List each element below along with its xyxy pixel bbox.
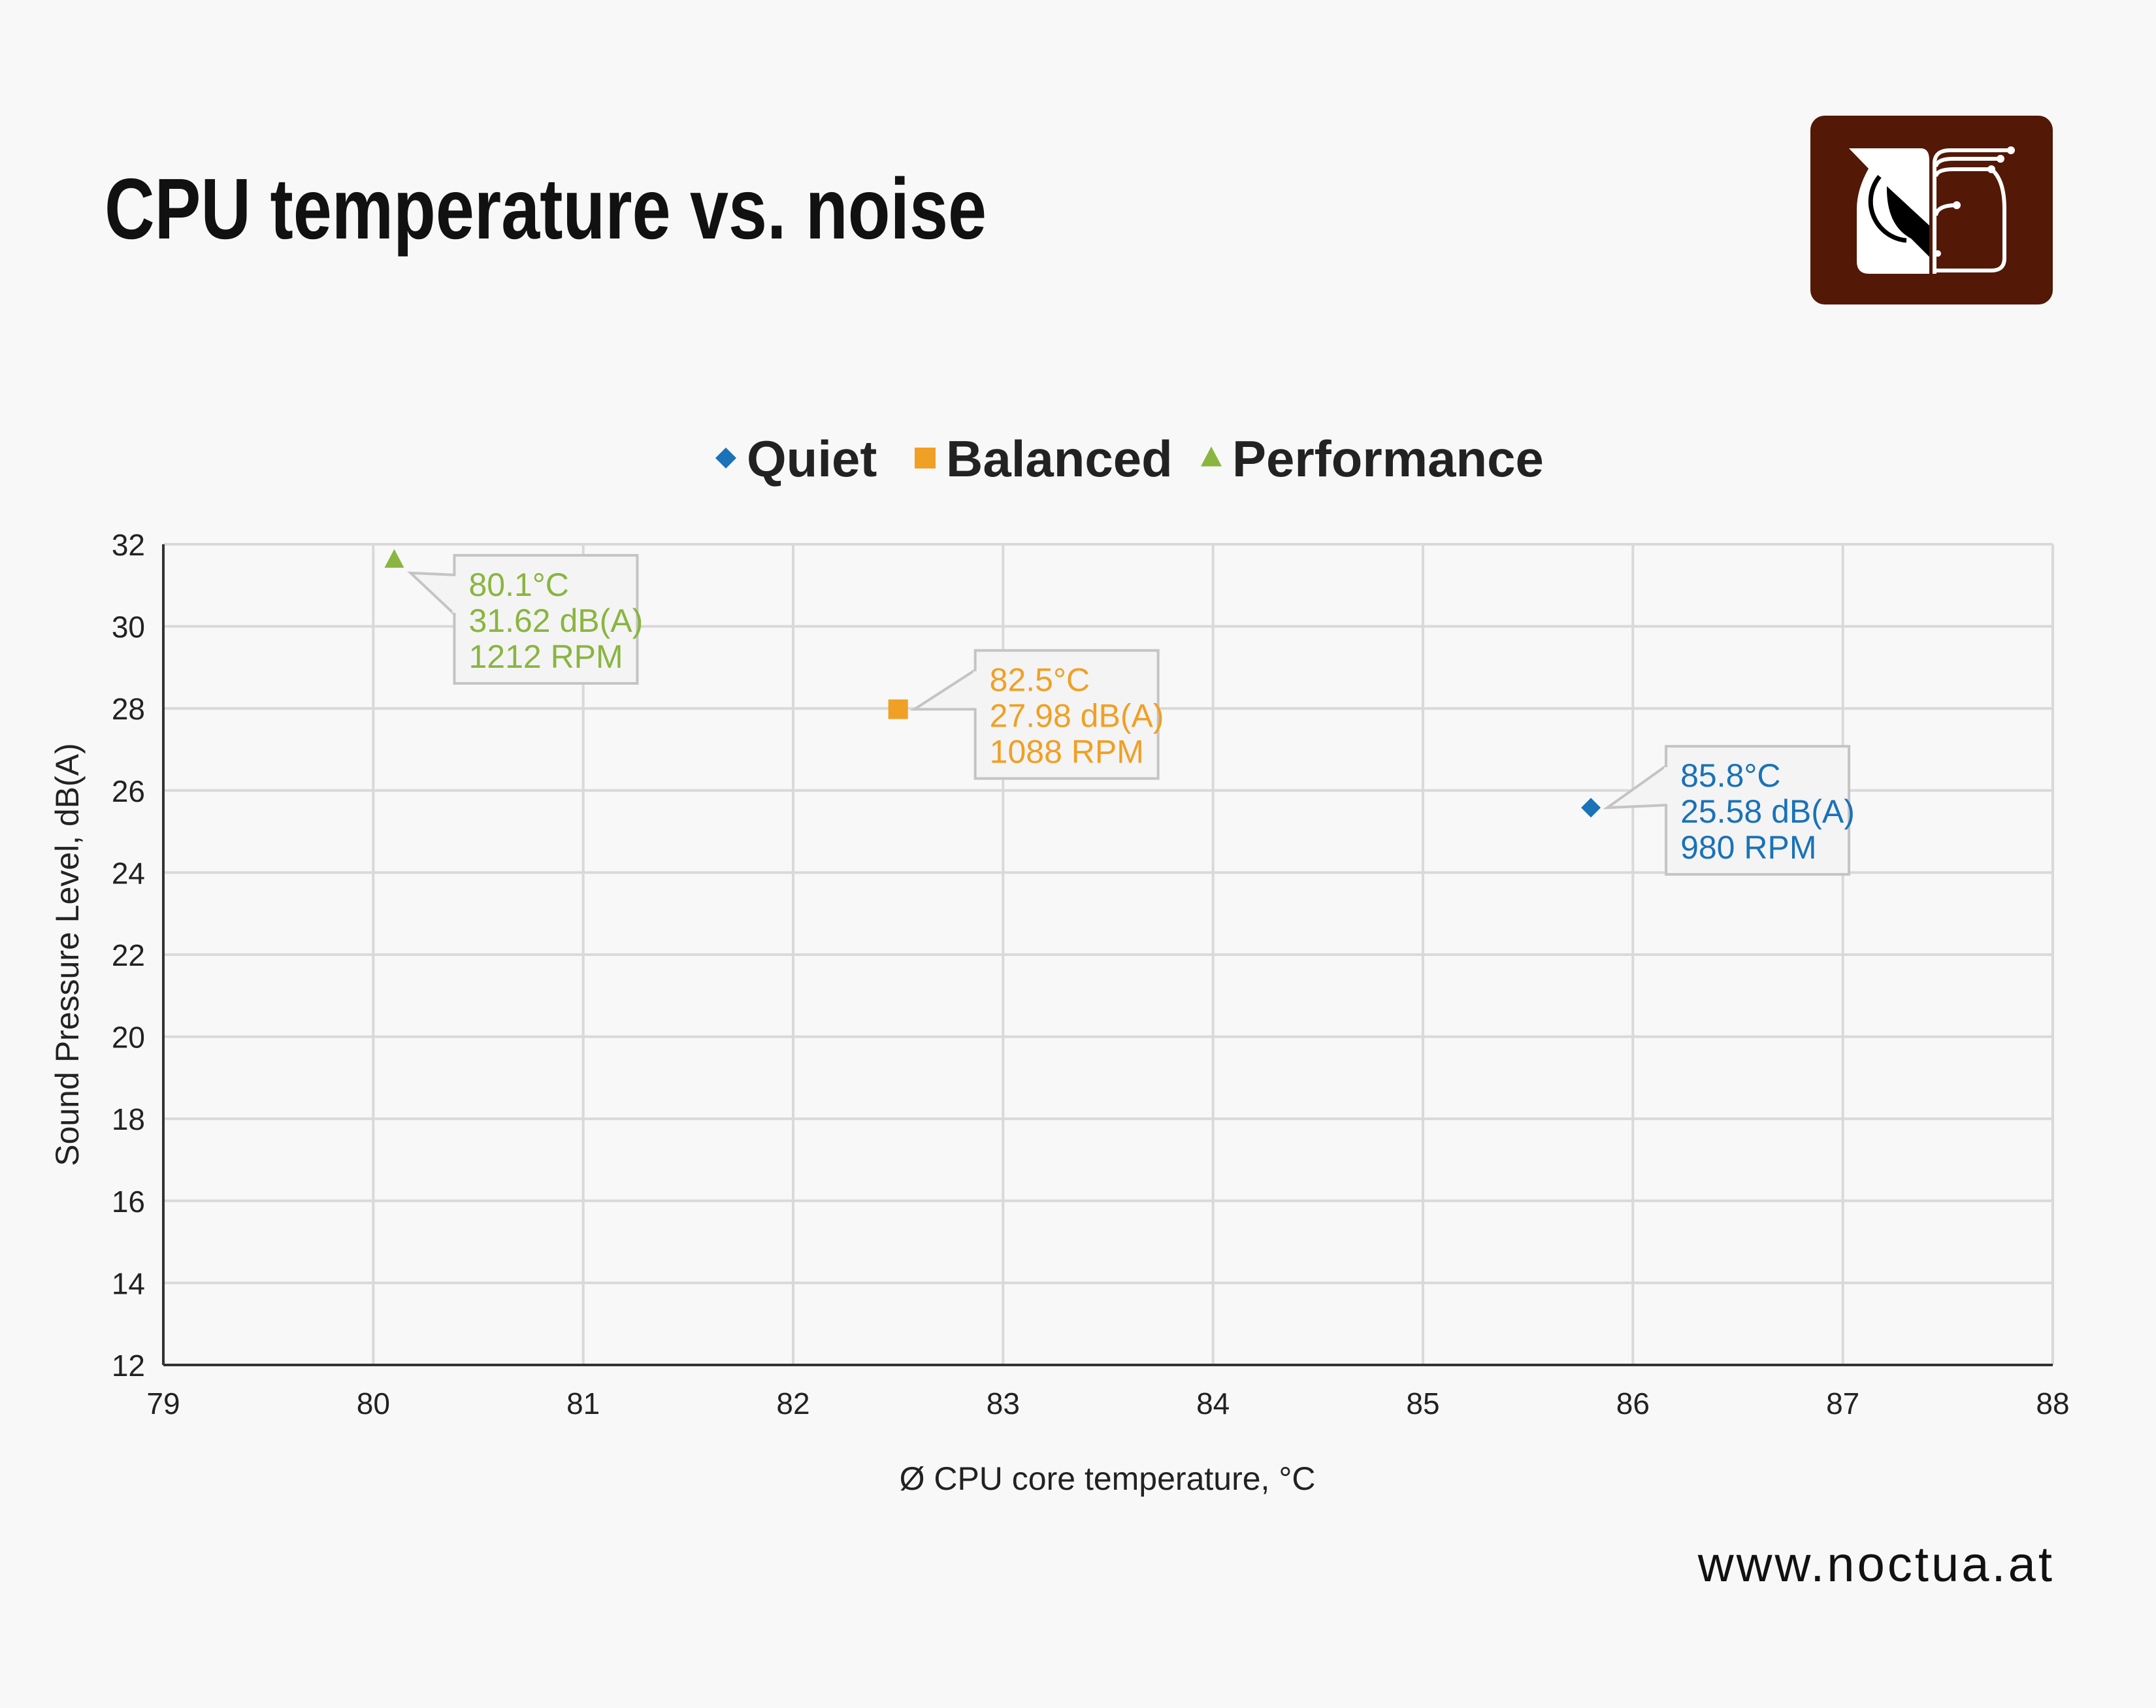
x-tick-label: 83	[987, 1387, 1020, 1421]
legend-item-quiet: Quiet	[715, 430, 877, 487]
triangle-marker	[384, 549, 404, 568]
callout-box	[1665, 745, 1851, 876]
x-tick-label: 88	[2036, 1387, 2069, 1421]
callout-label: 980 RPM	[1680, 829, 1816, 866]
y-axis-label: Sound Pressure Level, dB(A)	[49, 743, 86, 1166]
x-tick-label: 85	[1406, 1387, 1439, 1421]
callout-label: 31.62 dB(A)	[468, 602, 643, 639]
callout-label: 82.5°C	[990, 661, 1090, 698]
x-tick-label: 82	[776, 1387, 809, 1421]
noctua-logo	[1810, 116, 2053, 304]
axes: 12 14 16 18 20 22 24 26 28 30 32 79 80 81 82 83 84 85 86 87…	[112, 528, 2070, 1421]
legend-label: Quiet	[747, 430, 877, 487]
x-tick-label: 80	[357, 1387, 390, 1421]
callout-label: 1212 RPM	[468, 638, 623, 675]
data-points: 85.8°C25.58 dB(A)980 RPM 82.5°C27.98 dB(A…	[384, 549, 1855, 876]
legend: Quiet Balanced Performance	[715, 430, 1544, 487]
callout-label: 27.98 dB(A)	[990, 697, 1164, 734]
y-tick-label: 20	[112, 1021, 145, 1055]
square-marker	[888, 699, 908, 719]
diamond-marker-icon	[715, 448, 736, 468]
legend-item-performance: Performance	[1201, 430, 1544, 487]
y-tick-label: 26	[112, 774, 145, 808]
x-tick-label: 81	[566, 1387, 600, 1421]
callout-box	[453, 553, 639, 685]
callout-label: 1088 RPM	[990, 733, 1144, 770]
x-tick-label: 84	[1196, 1387, 1230, 1421]
x-tick-label: 79	[146, 1387, 180, 1421]
x-tick-label: 87	[1826, 1387, 1859, 1421]
point-quiet: 85.8°C25.58 dB(A)980 RPM	[1581, 745, 1855, 876]
y-tick-label: 30	[112, 610, 145, 644]
triangle-marker-icon	[1201, 446, 1222, 467]
legend-label: Performance	[1232, 430, 1544, 487]
y-tick-label: 32	[112, 528, 145, 562]
square-marker-icon	[915, 448, 936, 468]
point-performance: 80.1°C31.62 dB(A)1212 RPM	[384, 549, 643, 685]
y-tick-label: 12	[112, 1349, 145, 1383]
callout-pointer	[1603, 764, 1667, 810]
callout-label: 80.1°C	[468, 567, 568, 603]
callout-pointer	[909, 668, 976, 711]
chart-title: CPU temperature vs. noise	[105, 161, 987, 257]
callout-label: 85.8°C	[1680, 757, 1780, 794]
callout-label: 25.58 dB(A)	[1680, 793, 1855, 830]
x-tick-label: 86	[1616, 1387, 1650, 1421]
website-url: www.noctua.at	[1697, 1537, 2055, 1592]
legend-label: Balanced	[946, 430, 1173, 487]
y-tick-label: 28	[112, 692, 145, 726]
y-tick-label: 24	[112, 856, 145, 890]
legend-item-balanced: Balanced	[915, 430, 1173, 487]
grid	[162, 543, 2054, 1366]
diamond-marker	[1581, 798, 1601, 818]
point-balanced: 82.5°C27.98 dB(A)1088 RPM	[888, 649, 1164, 780]
y-tick-label: 14	[112, 1266, 145, 1300]
x-axis-label: Ø CPU core temperature, °C	[900, 1460, 1316, 1497]
callout-box	[973, 649, 1160, 780]
y-tick-label: 18	[112, 1102, 145, 1136]
y-tick-label: 22	[112, 938, 145, 972]
callout-pointer	[407, 571, 455, 616]
y-tick-label: 16	[112, 1185, 145, 1219]
